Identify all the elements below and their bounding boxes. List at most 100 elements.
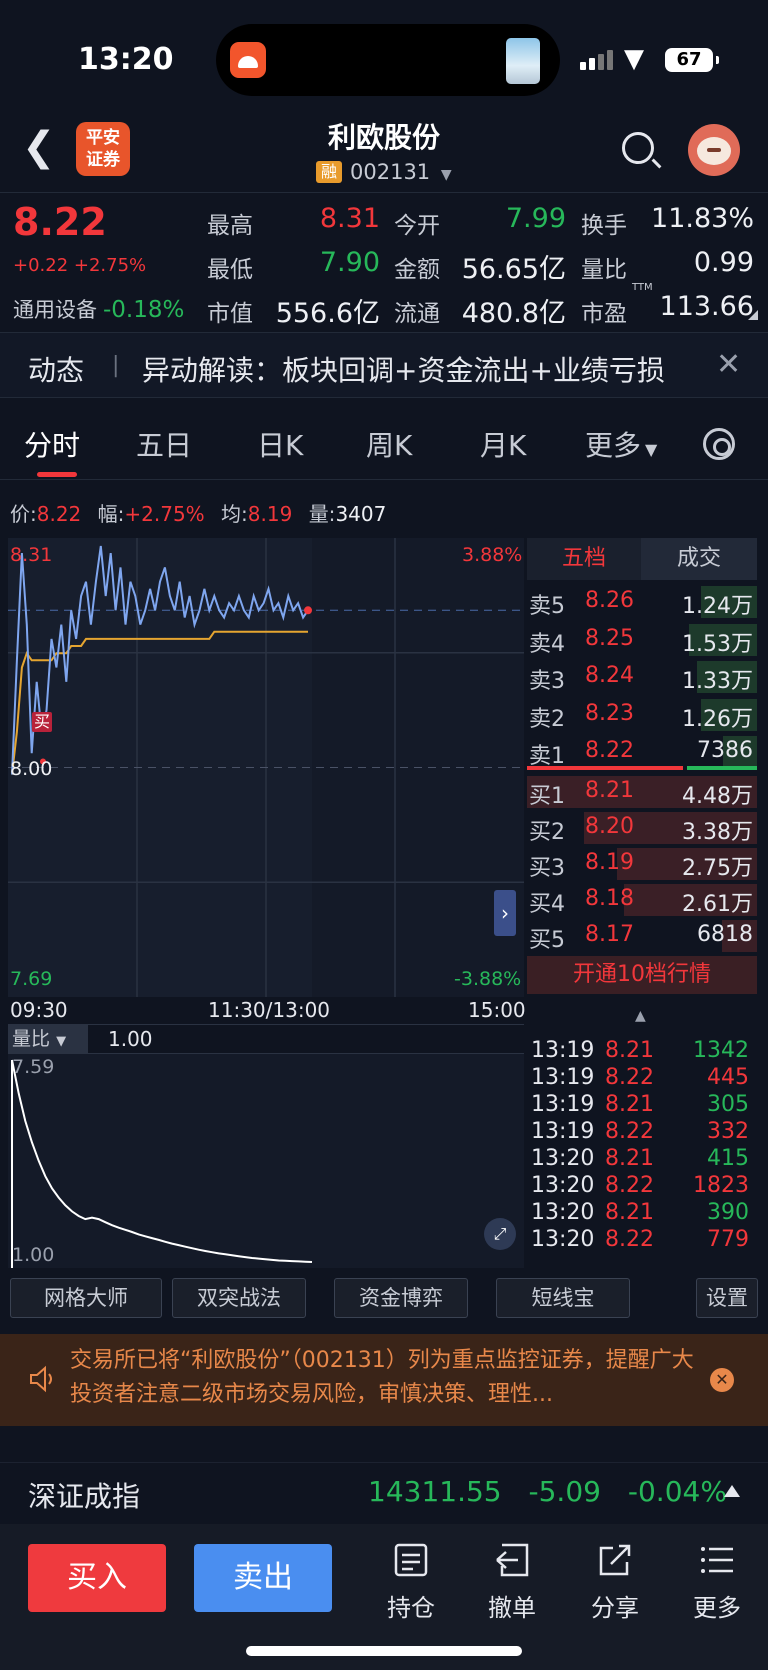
wifi-icon: ▼ (624, 44, 644, 74)
index-bar[interactable]: 深证成指 14311.55 -5.09 -0.04% (0, 1462, 768, 1524)
news-bar[interactable]: 动态 | 异动解读：板块回调+资金流出+业绩亏损 ✕ (0, 332, 768, 398)
ask-row[interactable]: 卖3 8.24 1.33万 (527, 659, 757, 695)
tab-daily-k[interactable]: 日K (257, 429, 304, 462)
bid-row[interactable]: 买1 8.21 4.48万 (527, 774, 757, 810)
time-mid: 11:30/13:00 (208, 998, 331, 1022)
speaker-icon (30, 1365, 52, 1393)
volume-ratio-chart[interactable]: 7.59 1.00 (8, 1054, 524, 1268)
chevron-down-icon: ▼ (56, 1034, 67, 1049)
bid-volume-bar (617, 848, 757, 880)
tab-five-levels[interactable]: 五档 (527, 538, 641, 580)
more-button[interactable]: 更多 (677, 1542, 757, 1623)
close-icon[interactable]: ✕ (716, 347, 742, 382)
ask-row[interactable]: 卖4 8.25 1.53万 (527, 622, 757, 658)
tab-more[interactable]: 更多 ▼ (585, 424, 657, 464)
gear-icon[interactable] (703, 428, 735, 460)
tick-volume: 1342 (693, 1038, 749, 1063)
bid-row[interactable]: 买4 8.18 2.61万 (527, 882, 757, 918)
vr-axis-low: 1.00 (12, 1244, 55, 1266)
broker-logo: 平安证券 (76, 122, 130, 176)
volume-ratio-header: 量比 ▼ 1.00 (8, 1024, 524, 1054)
tick-price: 8.21 (605, 1200, 654, 1225)
vr-lines (11, 1059, 313, 1268)
tab-five-day[interactable]: 五日 (136, 429, 193, 462)
quote-value-amount: 56.65亿 (461, 254, 566, 285)
bid-row[interactable]: 买2 8.20 3.38万 (527, 810, 757, 846)
indicator-selector[interactable]: 量比 ▼ (8, 1025, 88, 1053)
strategy-settings-button[interactable]: 设置 (696, 1278, 758, 1318)
active-tab-indicator (37, 472, 77, 477)
ask-row[interactable]: 卖2 8.23 1.26万 (527, 697, 757, 733)
tick-time: 13:20 (531, 1173, 595, 1198)
info-vol: 3407 (335, 502, 387, 526)
battery-icon: 67 (665, 48, 719, 72)
grid-master-button[interactable]: 网格大师 (10, 1278, 162, 1318)
bid-volume: 6818 (697, 922, 753, 947)
bottom-toolbar: 买入 卖出 持仓 撤单 分享 更多 (0, 1524, 768, 1670)
chevron-up-icon[interactable] (724, 1485, 740, 1497)
chevron-up-icon[interactable]: ▲ (635, 1008, 646, 1024)
bid-label: 买5 (529, 928, 565, 953)
tick-price: 8.21 (605, 1092, 654, 1117)
risk-notice[interactable]: 交易所已将“利欧股份”（002131）列为重点监控证券，提醒广大投资者注意二级市… (0, 1334, 768, 1426)
info-price: 8.22 (36, 502, 82, 526)
volume-ratio-value: 1.00 (108, 1027, 153, 1051)
tab-intraday[interactable]: 分时 (24, 429, 81, 462)
fullscreen-icon[interactable]: ⤢ (484, 1218, 516, 1250)
positions-button[interactable]: 持仓 (371, 1542, 451, 1623)
home-indicator[interactable] (246, 1646, 522, 1656)
upgrade-level2-button[interactable]: 开通10档行情 (527, 956, 757, 994)
dynamic-island (216, 24, 560, 96)
bid-label: 买1 (529, 784, 565, 809)
quote-key-open: 今开 (394, 213, 440, 239)
avatar[interactable] (688, 124, 740, 176)
quote-key-high: 最高 (207, 213, 253, 239)
bid-row[interactable]: 买5 8.17 6818 (527, 918, 757, 954)
back-icon[interactable]: ❮ (22, 124, 56, 170)
stock-code-selector[interactable]: 融 002131 ▼ (316, 160, 452, 184)
ask-row[interactable]: 卖5 8.26 1.24万 (527, 584, 757, 620)
pct-axis-low: -3.88% (454, 968, 522, 990)
buy-marker[interactable]: 买 (32, 712, 52, 732)
tick-row: 13:20 8.21 390 (527, 1200, 757, 1228)
buy-button[interactable]: 买入 (28, 1544, 166, 1612)
tick-volume: 332 (707, 1119, 749, 1144)
tab-weekly-k[interactable]: 周K (366, 429, 413, 462)
ask-label: 卖2 (529, 706, 565, 732)
app-icon (230, 42, 266, 78)
quote-value-float: 480.8亿 (461, 298, 566, 329)
cancel-order-button[interactable]: 撤单 (472, 1542, 552, 1623)
expand-book-button[interactable]: › (494, 890, 516, 936)
bid-row[interactable]: 买3 8.19 2.75万 (527, 846, 757, 882)
close-icon[interactable]: ✕ (710, 1368, 734, 1392)
tab-monthly-k[interactable]: 月K (480, 429, 527, 462)
intraday-chart[interactable]: 8.31 8.00 7.69 3.88% -3.88% 买 › (8, 538, 524, 997)
ask-volume-bar (723, 736, 757, 768)
tab-deals[interactable]: 成交 (641, 538, 757, 580)
status-time: 13:20 (78, 42, 174, 77)
time-axis: 09:30 11:30/13:00 15:00 (8, 998, 526, 1026)
time-start: 09:30 (10, 998, 68, 1022)
sector-link[interactable]: 通用设备 -0.18% (13, 294, 184, 324)
share-button[interactable]: 分享 (575, 1542, 655, 1623)
short-term-button[interactable]: 短线宝 (496, 1278, 630, 1318)
order-book-tabs: 五档 成交 (527, 538, 757, 580)
bid-volume: 3.38万 (682, 820, 753, 845)
tick-time: 13:19 (531, 1038, 595, 1063)
cancel-order-label: 撤单 (488, 1594, 536, 1622)
bid-volume: 2.75万 (682, 856, 753, 881)
intraday-chart-svg (8, 538, 524, 997)
bid-price: 8.18 (585, 886, 634, 911)
double-break-button[interactable]: 双突战法 (172, 1278, 306, 1318)
sell-button[interactable]: 卖出 (194, 1544, 332, 1612)
tick-price: 8.22 (605, 1065, 654, 1090)
quote-key-volume-ratio: 量比 (581, 257, 627, 283)
search-icon[interactable] (622, 132, 654, 164)
expand-corner-icon[interactable] (748, 310, 758, 320)
bid-label: 买2 (529, 820, 565, 845)
ask-price: 8.22 (585, 738, 634, 763)
capital-game-button[interactable]: 资金博弈 (334, 1278, 468, 1318)
ask-row[interactable]: 卖1 8.22 7386 (527, 734, 757, 770)
tick-row: 13:20 8.22 1823 (527, 1173, 757, 1201)
sector-name: 通用设备 (13, 298, 97, 322)
